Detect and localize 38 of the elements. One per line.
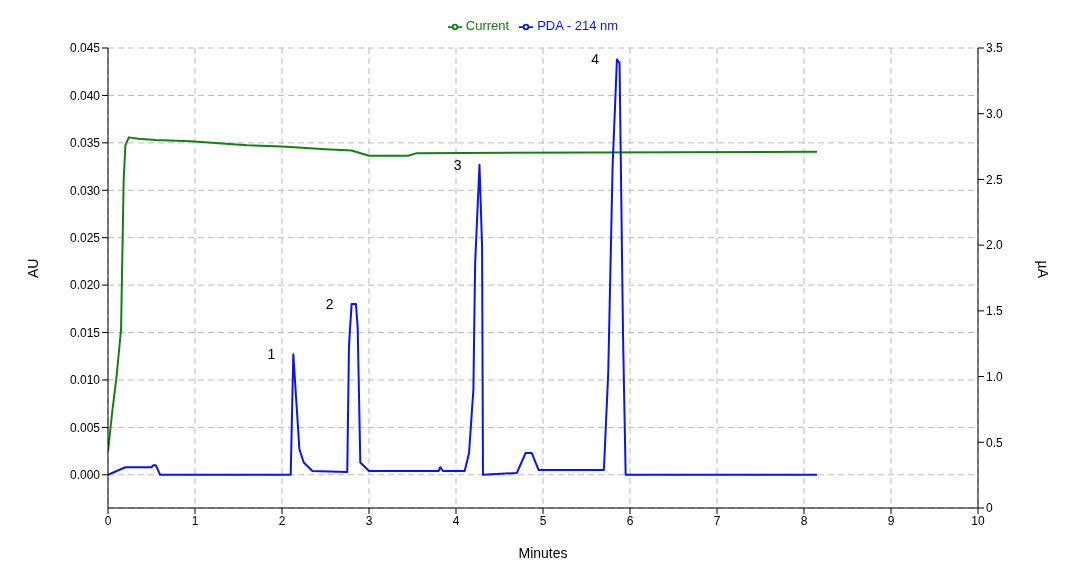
x-tick-label: 4 bbox=[452, 513, 460, 528]
y2-tick-label: 3.0 bbox=[986, 106, 1004, 121]
y2-tick-label: 2.0 bbox=[986, 238, 1004, 253]
y-tick-label: 0.000 bbox=[69, 468, 101, 483]
x-tick-label: 8 bbox=[800, 513, 808, 528]
y2-tick-label: 0.5 bbox=[986, 435, 1004, 450]
y-tick-label: 0.010 bbox=[69, 373, 101, 388]
annotation: 3 bbox=[453, 156, 462, 173]
annotation: 2 bbox=[325, 296, 334, 313]
y2-tick-label: 1.0 bbox=[986, 369, 1004, 384]
annotation: 4 bbox=[591, 51, 600, 68]
y-tick-label: 0.020 bbox=[69, 278, 101, 293]
y-axis-title: AU bbox=[24, 258, 41, 278]
y-tick-label: 0.005 bbox=[69, 420, 101, 435]
x-tick-label: 3 bbox=[365, 513, 373, 528]
x-tick-label: 5 bbox=[539, 513, 547, 528]
y2-tick-label: 0 bbox=[986, 501, 993, 516]
y-tick-label: 0.030 bbox=[69, 183, 101, 198]
x-tick-label: 0 bbox=[104, 513, 112, 528]
x-tick-label: 2 bbox=[278, 513, 286, 528]
x-tick-label: 10 bbox=[971, 513, 985, 528]
y-tick-label: 0.035 bbox=[69, 136, 101, 151]
legend-label: Current bbox=[465, 18, 510, 33]
y-tick-label: 0.040 bbox=[69, 88, 101, 103]
x-tick-label: 7 bbox=[713, 513, 721, 528]
legend-label: PDA - 214 nm bbox=[537, 18, 619, 33]
annotation: 1 bbox=[267, 346, 276, 363]
x-tick-label: 9 bbox=[887, 513, 895, 528]
y2-tick-label: 2.5 bbox=[986, 172, 1004, 187]
x-tick-label: 6 bbox=[626, 513, 634, 528]
x-axis-title: Minutes bbox=[518, 545, 568, 561]
y-tick-label: 0.015 bbox=[69, 325, 101, 340]
y-tick-label: 0.045 bbox=[69, 41, 101, 56]
y2-tick-label: 1.5 bbox=[986, 304, 1004, 319]
y2-axis-title: µA bbox=[1035, 260, 1052, 279]
y-tick-label: 0.025 bbox=[69, 230, 101, 245]
y2-tick-label: 3.5 bbox=[986, 41, 1004, 56]
x-tick-label: 1 bbox=[191, 513, 199, 528]
